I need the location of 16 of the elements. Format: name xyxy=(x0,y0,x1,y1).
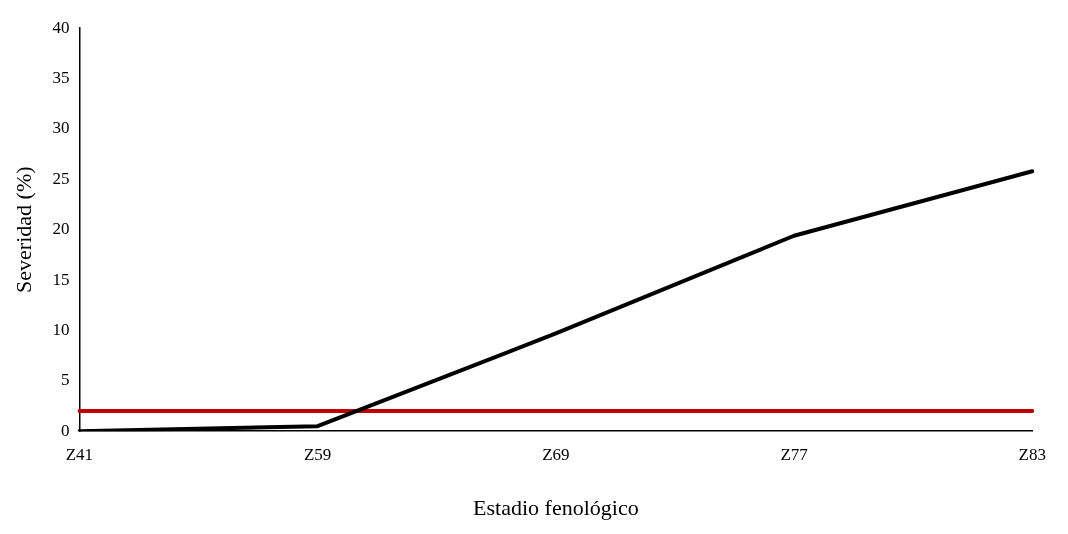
y-tick-label: 35 xyxy=(52,68,70,88)
x-tick-label: Z83 xyxy=(1018,444,1046,464)
y-tick-label: 25 xyxy=(52,168,70,188)
y-axis-title: Severidad (%) xyxy=(10,166,36,293)
y-tick-label: 30 xyxy=(52,118,70,138)
y-tick-label: 10 xyxy=(52,319,70,339)
x-tick-label: Z41 xyxy=(65,444,94,464)
y-tick-label: 0 xyxy=(60,420,70,440)
y-tick-label: 40 xyxy=(52,17,70,37)
x-tick-label: Z59 xyxy=(303,444,332,464)
y-tick-label: 15 xyxy=(52,269,70,289)
x-tick-label: Z77 xyxy=(780,444,809,464)
x-axis-title: Estadio fenológico xyxy=(473,494,639,520)
y-tick-label: 5 xyxy=(60,370,70,390)
y-tick-label: 20 xyxy=(52,219,70,239)
x-tick-label: Z69 xyxy=(542,444,570,464)
